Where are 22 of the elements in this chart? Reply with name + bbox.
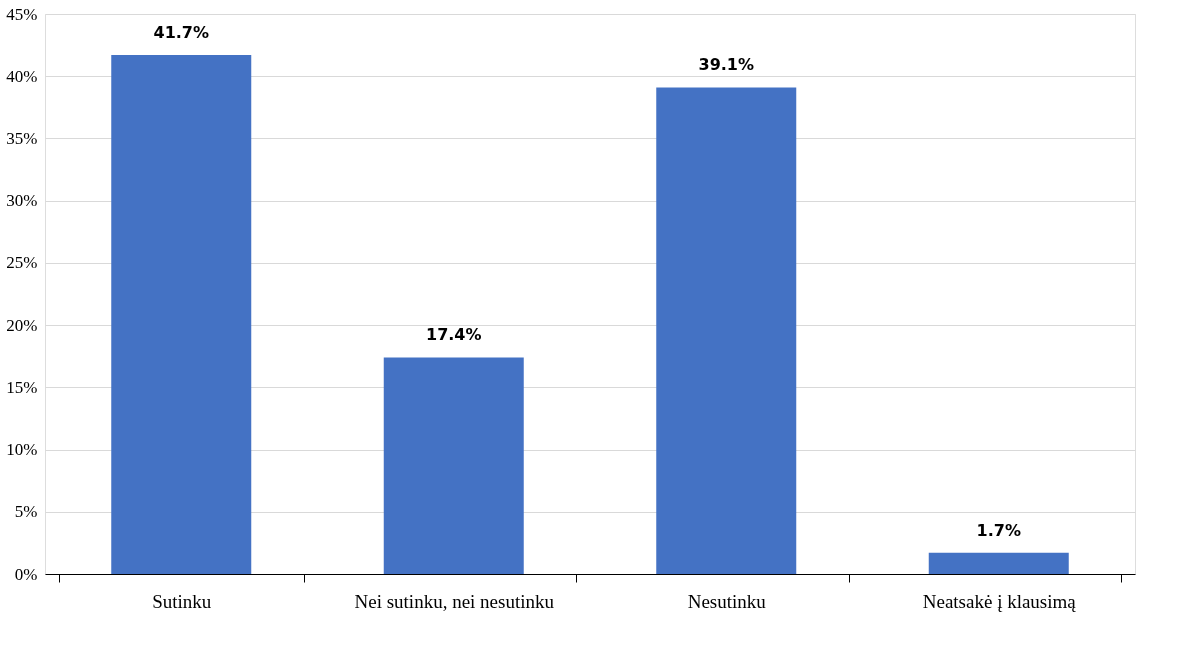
- x-tick-label: Neatsakė į klausimą: [922, 590, 1077, 612]
- bar: [111, 55, 252, 574]
- bar: [928, 552, 1069, 574]
- data-label: 1.7%: [976, 520, 1021, 540]
- bar: [656, 87, 797, 574]
- data-label: 41.7%: [153, 23, 210, 43]
- y-tick-label: 15%: [6, 377, 38, 397]
- data-label: 17.4%: [425, 325, 482, 345]
- y-tick-label: 25%: [6, 253, 38, 273]
- y-tick-label: 30%: [6, 191, 38, 211]
- y-tick-label: 45%: [6, 4, 38, 24]
- y-tick-label: 40%: [6, 66, 38, 86]
- x-tick-label: Nei sutinku, nei nesutinku: [354, 590, 555, 612]
- bar: [383, 357, 524, 574]
- y-tick-label: 0%: [14, 564, 38, 584]
- y-tick-label: 20%: [6, 315, 38, 335]
- y-tick-label: 10%: [6, 440, 38, 460]
- x-tick-label: Nesutinku: [687, 590, 767, 612]
- x-tick-label: Sutinku: [152, 590, 212, 612]
- y-tick-label: 5%: [14, 502, 38, 522]
- data-label: 39.1%: [698, 55, 755, 75]
- y-tick-label: 35%: [6, 128, 38, 148]
